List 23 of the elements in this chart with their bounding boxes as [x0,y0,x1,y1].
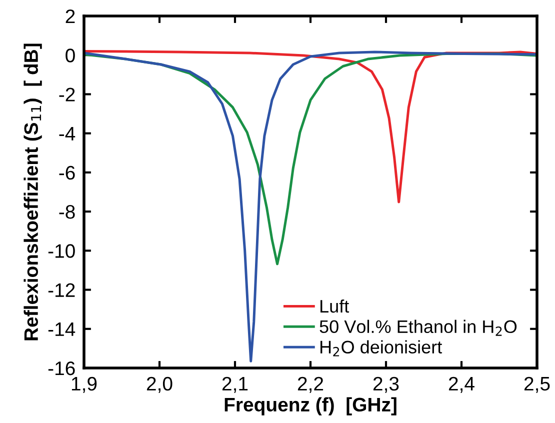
x-tick-label: 2,3 [373,376,399,393]
y-tick-label: -8 [59,205,75,219]
x-tick-label: 1,9 [72,376,97,393]
y-tick-label: -6 [59,166,75,180]
y-tick-label: -12 [48,283,75,297]
legend-label: 50 Vol.% Ethanol in H$_{2}$O [320,320,517,336]
x-axis-title: Frequenz (f) [GHz] [224,397,396,416]
y-axis-title: Reflexionskoeffizient (S$_{11}$) [ dB] [24,44,42,340]
x-tick-label: 2,5 [524,376,550,393]
y-tick-label: -14 [48,322,76,336]
x-tick-label: 2,0 [146,376,172,393]
legend-label: H$_{2}$O deionisiert [320,340,442,356]
y-tick-label: -4 [59,127,76,140]
x-tick-label: 2,1 [222,376,248,393]
y-tick-label: -16 [48,361,75,376]
y-tick-label: 0 [66,48,75,62]
legend-label: Luft [320,299,350,313]
y-tick-label: 2 [66,9,75,24]
y-tick-label: -2 [59,88,75,102]
line-series [84,50,537,362]
x-tick-label: 2,2 [298,376,324,393]
y-tick-label: -10 [48,244,75,258]
x-tick-label: 2,4 [448,376,474,393]
